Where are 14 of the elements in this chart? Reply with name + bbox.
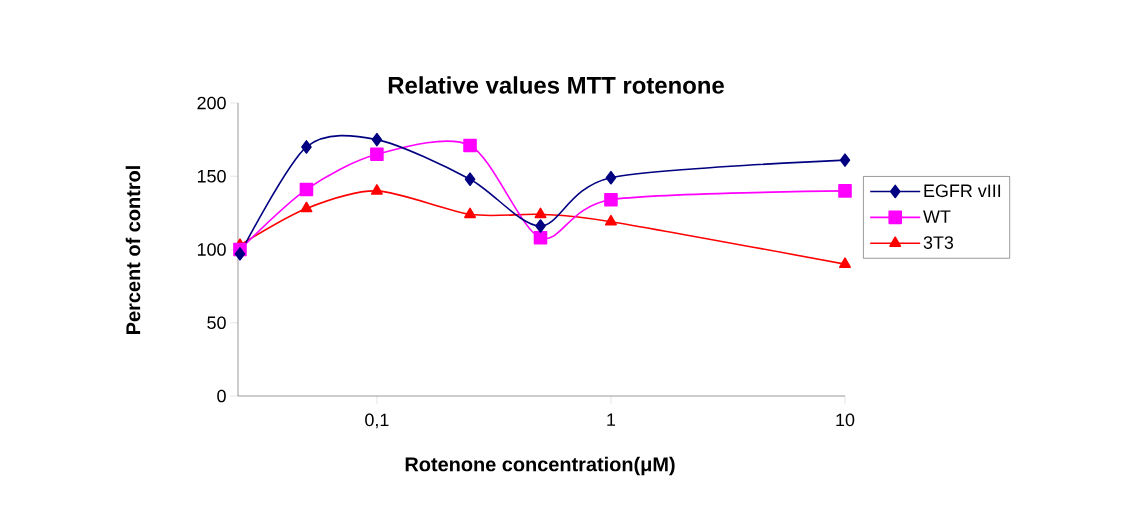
x-axis-title: Rotenone concentration(μM) [405, 456, 675, 476]
y-tick-label: 100 [197, 243, 226, 256]
y-tick-label: 200 [197, 96, 226, 110]
y-tick-label: 150 [197, 169, 226, 183]
legend-label: 3T3 [923, 236, 954, 249]
y-axis-title: Percent of control [125, 166, 141, 334]
y-tick-label: 0 [217, 389, 226, 403]
x-tick-label: 1 [607, 413, 616, 426]
y-tick-label: 50 [207, 316, 226, 330]
legend-label: EGFR vIII [924, 184, 1001, 198]
chart-title: Relative values MTT rotenone [388, 76, 724, 94]
legend-label: WT [923, 210, 951, 223]
x-tick-label: 0,1 [365, 413, 389, 429]
x-tick-label: 10 [836, 413, 855, 427]
